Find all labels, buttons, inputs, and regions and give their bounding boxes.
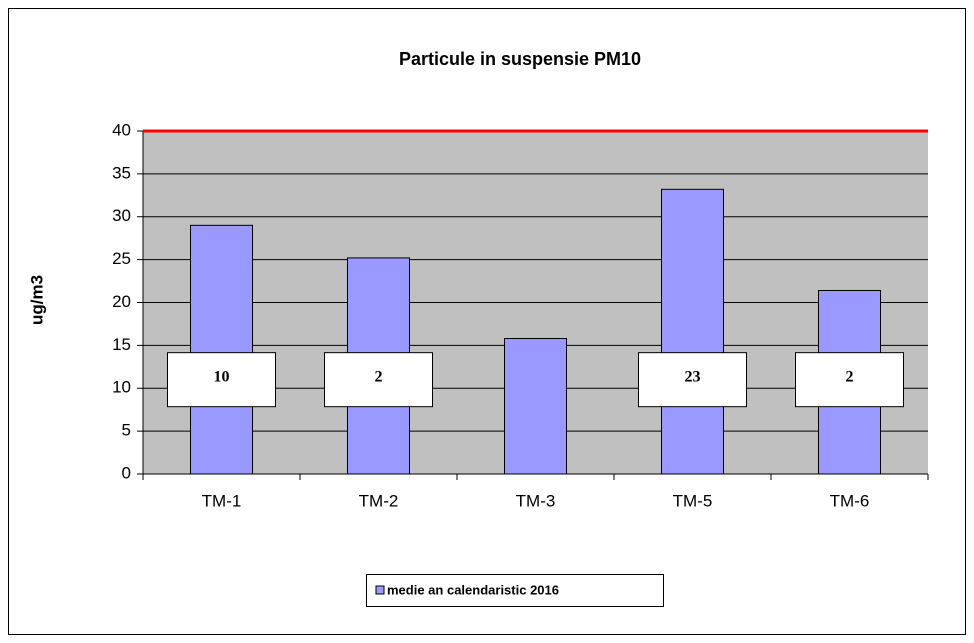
chart-title: Particule in suspensie PM10 — [399, 49, 641, 69]
x-tick-label: TM-1 — [202, 491, 242, 510]
x-tick-label: TM-6 — [830, 491, 870, 510]
annotation-box — [167, 352, 276, 408]
legend-swatch — [375, 585, 385, 595]
y-axis-label: ug/m3 — [27, 275, 46, 325]
y-tick-label: 0 — [122, 463, 131, 482]
annotation-text: 23 — [685, 368, 701, 385]
y-tick-label: 20 — [112, 292, 131, 311]
x-tick-label: TM-5 — [673, 491, 713, 510]
bar — [190, 224, 253, 475]
annotation-box — [638, 352, 747, 408]
annotation-text: 10 — [214, 368, 230, 385]
annotation-text: 2 — [375, 368, 383, 385]
bar — [661, 188, 724, 475]
annotation-box — [795, 352, 904, 408]
y-tick-label: 10 — [112, 378, 131, 397]
annotation-box — [324, 352, 433, 408]
bar — [504, 338, 567, 475]
legend-label: medie an calendaristic 2016 — [387, 582, 559, 597]
y-tick-label: 5 — [122, 421, 131, 440]
y-tick-label: 25 — [112, 249, 131, 268]
y-tick-label: 15 — [112, 335, 131, 354]
x-tick-label: TM-2 — [359, 491, 399, 510]
legend-box — [366, 574, 664, 607]
y-tick-label: 35 — [112, 163, 131, 182]
annotation-text: 2 — [846, 368, 854, 385]
y-tick-label: 40 — [112, 120, 131, 139]
x-tick-label: TM-3 — [516, 491, 556, 510]
y-tick-label: 30 — [112, 206, 131, 225]
